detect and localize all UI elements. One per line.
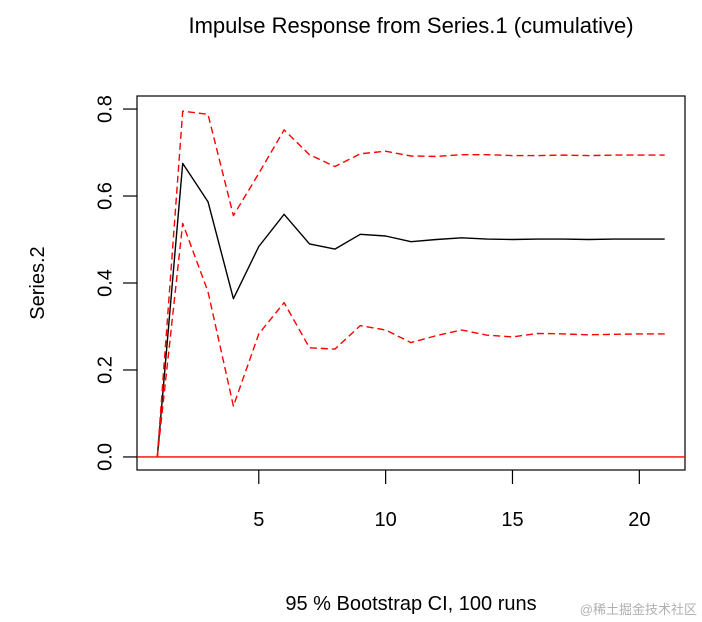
x-tick-label: 10 [375, 509, 397, 531]
series-layer [137, 110, 685, 458]
y-tick-label: 0.2 [94, 356, 116, 384]
y-axis: 0.0 0.2 0.4 0.6 0.8 [94, 95, 137, 471]
x-axis: 5 10 15 20 [253, 470, 650, 531]
y-tick-label: 0.6 [94, 182, 116, 210]
lower-ci-line [156, 222, 665, 458]
plot-frame [136, 95, 686, 471]
x-axis-label: 95 % Bootstrap CI, 100 runs [285, 593, 536, 615]
upper-ci-line [156, 110, 665, 458]
y-tick-label: 0.8 [94, 95, 116, 123]
response-line [156, 162, 665, 458]
y-tick-label: 0.4 [94, 269, 116, 297]
x-tick-label: 15 [501, 509, 523, 531]
chart-title: Impulse Response from Series.1 (cumulati… [188, 13, 633, 38]
y-tick-label: 0.0 [94, 443, 116, 471]
y-axis-label: Series.2 [27, 246, 49, 319]
x-tick-label: 5 [253, 509, 264, 531]
x-tick-label: 20 [628, 509, 650, 531]
watermark-text: @稀土掘金技术社区 [580, 602, 697, 617]
